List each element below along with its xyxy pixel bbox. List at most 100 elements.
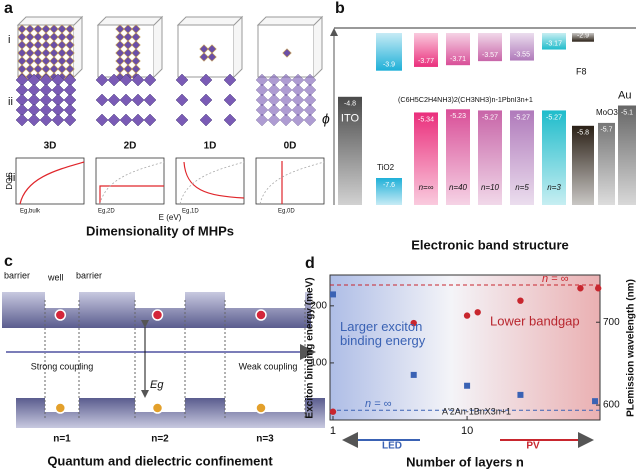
band-name: n=5 — [515, 183, 529, 192]
homo-label: -5.27 — [514, 114, 530, 121]
plot-background — [329, 274, 601, 421]
barrier-slab — [219, 398, 325, 428]
annotation: Lower bandgap — [490, 313, 580, 328]
x-axis-label: Number of layers n — [406, 454, 524, 469]
y2-tick-label: 700 — [603, 317, 620, 328]
octahedron — [51, 113, 65, 127]
band-fade — [510, 110, 534, 205]
hole — [255, 402, 267, 414]
lumo-label: -3.77 — [418, 58, 434, 65]
unit-cell-top — [16, 15, 84, 78]
dos-curve — [19, 161, 85, 205]
octahedron — [41, 40, 51, 50]
energy-axis-label: E (eV) — [159, 213, 182, 222]
octahedron — [25, 24, 35, 34]
gap-label: Eg,0D — [278, 209, 295, 215]
data-point — [517, 391, 524, 398]
octahedron — [282, 48, 292, 58]
lumo-label: -3.71 — [450, 56, 466, 63]
band-fade — [478, 33, 502, 62]
octahedron — [207, 44, 217, 54]
data-point — [474, 309, 481, 316]
octahedron — [25, 48, 35, 58]
octahedron — [65, 56, 75, 66]
octahedron — [123, 64, 133, 74]
dos-frame — [255, 157, 325, 205]
octahedron — [49, 24, 59, 34]
homo-label: -7.6 — [383, 182, 395, 189]
band-fade — [446, 33, 470, 66]
octahedron — [63, 113, 77, 127]
octahedron — [199, 93, 213, 107]
y-tick-label: 100 — [310, 358, 327, 369]
octahedron — [223, 113, 237, 127]
dos-bulk-curve — [99, 161, 165, 205]
octahedron — [41, 32, 51, 42]
band-fade — [572, 32, 594, 42]
octahedron — [123, 32, 133, 42]
octahedron — [223, 73, 237, 87]
octahedron — [57, 56, 67, 66]
octahedron — [65, 48, 75, 58]
octahedron — [57, 32, 67, 42]
band-fade — [446, 109, 470, 205]
unit-cell-top — [176, 15, 244, 78]
lumo-label: -3.57 — [482, 52, 498, 59]
barrier-slab — [205, 292, 311, 328]
barrier-slab — [114, 398, 220, 428]
dimension-label: 2D — [124, 141, 137, 152]
octahedron — [49, 64, 59, 74]
homo-label: -4.8 — [344, 101, 356, 108]
octahedron — [17, 56, 27, 66]
octahedron — [39, 113, 53, 127]
octahedron — [119, 73, 133, 87]
octahedron — [175, 113, 189, 127]
formula: (C6H5C2H4NH3)2(CH3NH3)n-1PbnI3n+1 — [398, 95, 533, 104]
row-label: iii — [8, 172, 15, 184]
octahedron — [41, 56, 51, 66]
octahedron — [17, 32, 27, 42]
data-point — [577, 285, 584, 292]
band-fade — [376, 33, 402, 71]
dos-bulk-curve — [259, 161, 325, 205]
octahedron — [131, 40, 141, 50]
electron — [54, 309, 67, 321]
hole — [151, 402, 164, 414]
octahedron — [123, 24, 133, 34]
band-fade — [338, 96, 362, 205]
octahedron — [267, 113, 281, 127]
octahedron — [123, 48, 133, 58]
octahedron — [199, 44, 209, 54]
octahedron — [143, 113, 157, 127]
data-point — [410, 319, 417, 327]
band-name: MoO3 — [596, 108, 618, 117]
octahedron — [95, 93, 109, 107]
band-fade — [542, 33, 566, 50]
octahedron — [41, 64, 51, 74]
y-tick-label: 200 — [310, 300, 327, 311]
octahedron — [33, 40, 43, 50]
gap-label: Eg — [150, 379, 164, 391]
band-name: Au — [618, 89, 631, 101]
octahedron — [25, 64, 35, 74]
octahedron — [199, 52, 209, 62]
octahedron — [115, 56, 125, 66]
octahedron — [33, 48, 43, 58]
annotation-box: Larger exciton binding energy — [340, 320, 425, 348]
octahedron — [33, 64, 43, 74]
octahedron — [33, 24, 43, 34]
octahedron — [223, 93, 237, 107]
data-point — [594, 285, 602, 292]
lumo-label: -3.55 — [514, 51, 530, 58]
octahedron — [131, 64, 141, 74]
octahedron — [131, 73, 145, 87]
panel-label: c — [4, 253, 13, 270]
data-point — [592, 398, 599, 405]
row-label: ii — [8, 96, 13, 108]
octahedron — [49, 32, 59, 42]
octahedron — [131, 56, 141, 66]
octahedron — [27, 113, 41, 127]
dos-bulk-curve — [179, 161, 245, 205]
octahedron — [199, 73, 213, 87]
octahedron — [131, 24, 141, 34]
